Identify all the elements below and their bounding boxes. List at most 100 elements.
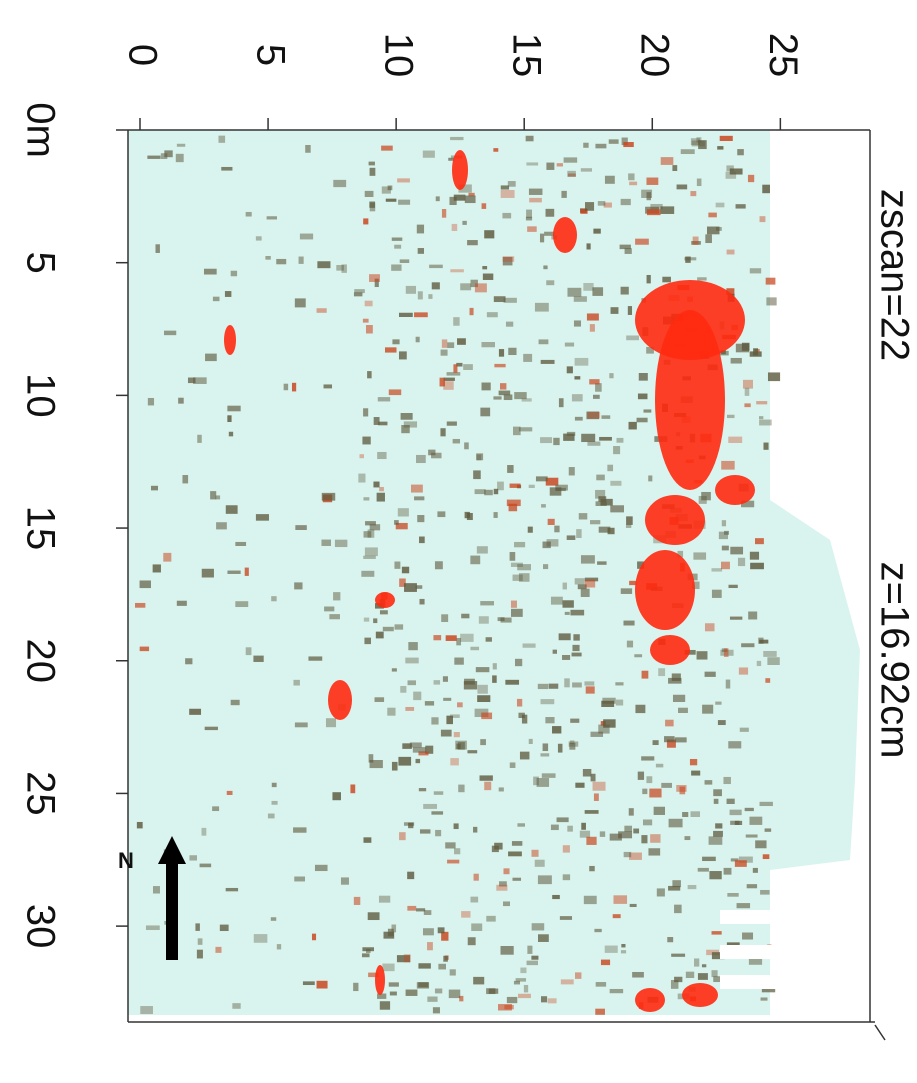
- reflection: [449, 990, 460, 999]
- reflection: [613, 895, 627, 904]
- reflection: [567, 826, 573, 832]
- reflection: [649, 789, 661, 798]
- reflection: [538, 934, 549, 942]
- reflection: [245, 568, 249, 576]
- reflection: [185, 658, 192, 664]
- reflection: [475, 283, 487, 292]
- reflection: [656, 764, 663, 768]
- reflection: [434, 791, 443, 794]
- reflection: [722, 520, 726, 526]
- reflection: [529, 485, 535, 488]
- reflection: [215, 495, 220, 499]
- reflection: [744, 403, 750, 407]
- reflection: [677, 184, 688, 189]
- reflection: [382, 186, 391, 193]
- reflection: [759, 420, 772, 426]
- reflection: [510, 762, 516, 768]
- reflection: [650, 834, 660, 843]
- reflection: [407, 872, 414, 879]
- reflection: [549, 684, 559, 689]
- reflection: [575, 578, 585, 584]
- reflection: [661, 157, 674, 165]
- reflection: [730, 810, 742, 815]
- reflection: [479, 616, 489, 623]
- reflection: [540, 753, 549, 756]
- reflection: [759, 416, 763, 419]
- reflection: [375, 697, 385, 702]
- reflection: [417, 982, 429, 988]
- reflection: [575, 972, 581, 978]
- reflection: [453, 439, 460, 443]
- reflection: [460, 283, 471, 290]
- reflection: [447, 342, 454, 348]
- reflection: [581, 168, 592, 171]
- reflection: [193, 377, 207, 384]
- reflection: [457, 702, 463, 707]
- reflection: [442, 209, 446, 218]
- reflection: [402, 567, 409, 574]
- reflection: [480, 601, 494, 605]
- reflection: [332, 792, 341, 800]
- reflection: [176, 154, 184, 162]
- reflection: [713, 831, 723, 837]
- reflection: [585, 202, 594, 211]
- reflection: [765, 678, 770, 683]
- reflection: [450, 714, 460, 718]
- reflection: [365, 191, 374, 197]
- reflection: [711, 970, 717, 977]
- reflection: [418, 248, 424, 254]
- reflection: [665, 720, 674, 727]
- reflection: [300, 234, 313, 240]
- reflection: [383, 627, 394, 631]
- reflection: [467, 750, 477, 753]
- reflection: [721, 562, 730, 570]
- reflection: [481, 383, 490, 391]
- reflection: [370, 202, 376, 211]
- reflection: [153, 886, 160, 893]
- reflection: [548, 998, 557, 1003]
- reflection: [506, 322, 513, 327]
- reflection: [391, 264, 401, 270]
- reflection: [213, 297, 220, 301]
- reflection: [701, 492, 711, 500]
- reflection: [565, 612, 570, 615]
- reflection: [189, 855, 197, 860]
- reflection: [417, 515, 424, 522]
- reflection: [272, 801, 278, 805]
- reflection: [366, 325, 373, 333]
- reflection: [654, 807, 665, 815]
- reflection: [587, 313, 599, 320]
- reflection: [760, 890, 770, 895]
- reflection: [204, 269, 217, 275]
- reflection: [745, 808, 754, 811]
- reflection: [458, 742, 465, 750]
- reflection: [570, 719, 579, 723]
- reflection: [148, 398, 154, 405]
- reflection: [381, 146, 393, 151]
- reflection: [546, 209, 555, 217]
- reflection: [405, 658, 418, 664]
- reflection: [623, 142, 633, 147]
- reflection: [628, 306, 632, 315]
- reflection: [387, 708, 395, 716]
- reflection: [697, 651, 708, 659]
- reflection: [738, 558, 745, 566]
- reflection: [449, 197, 456, 205]
- reflection: [221, 167, 232, 171]
- survey-area-extension: [770, 500, 860, 870]
- reflection: [642, 671, 649, 679]
- reflection: [205, 354, 217, 362]
- reflection: [697, 277, 706, 280]
- strong-reflection: [682, 983, 718, 1007]
- reflection: [674, 905, 682, 913]
- reflection: [454, 848, 460, 854]
- reflection: [458, 785, 464, 793]
- reflection: [623, 621, 634, 626]
- strong-reflection: [224, 325, 236, 355]
- reflection: [482, 266, 487, 269]
- reflection: [705, 780, 713, 784]
- reflection: [635, 239, 649, 245]
- reflection: [741, 643, 754, 647]
- reflection: [740, 728, 749, 732]
- reflection: [494, 296, 506, 302]
